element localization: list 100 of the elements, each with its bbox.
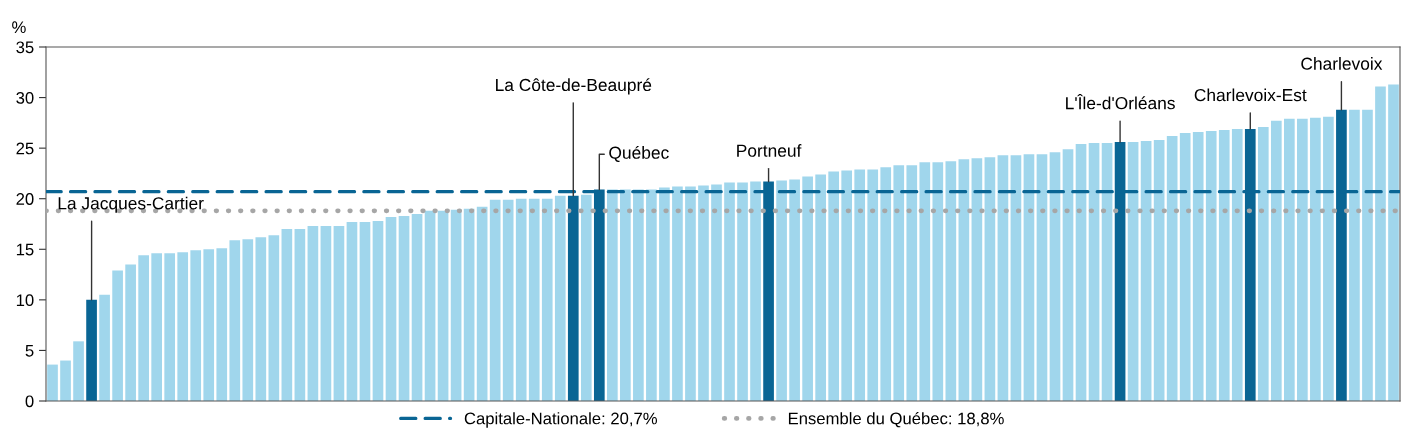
bar: [151, 253, 162, 401]
bar: [919, 162, 931, 401]
bar: [320, 226, 332, 401]
bar: [646, 189, 657, 401]
annotation: La Jacques-Cartier: [58, 196, 204, 213]
bar: [1192, 131, 1204, 401]
bar: [138, 255, 149, 401]
bar: [1153, 140, 1165, 401]
bar: [125, 264, 136, 401]
bar: [1388, 84, 1399, 401]
bar: [1375, 86, 1386, 401]
bar: [424, 210, 436, 401]
bar: [958, 159, 970, 401]
y-tick-label: 20: [16, 193, 34, 205]
y-tick-label: 35: [16, 41, 34, 54]
bar: [385, 216, 397, 401]
bar: [359, 221, 371, 401]
bar: [112, 270, 123, 401]
y-axis-title: %: [12, 21, 26, 34]
bar: [268, 235, 280, 401]
bar: [489, 199, 501, 401]
bar: [828, 171, 839, 401]
bar: [1101, 143, 1113, 401]
bar: [724, 182, 735, 401]
bar: [984, 157, 996, 401]
y-tick-label: 30: [16, 91, 34, 104]
bar: [1310, 117, 1321, 401]
bar: [216, 248, 228, 401]
bar: [1218, 129, 1230, 401]
bar: [541, 198, 553, 401]
bar: [1010, 155, 1022, 401]
bar: [190, 250, 202, 401]
bar: [242, 239, 254, 401]
bar: [880, 167, 892, 401]
bar: [737, 182, 748, 401]
y-tick-label: 15: [16, 243, 34, 256]
bar: [1284, 118, 1295, 401]
bar: [554, 195, 566, 401]
bar: [1231, 128, 1243, 401]
bar: [776, 180, 787, 401]
y-tick-label: 5: [25, 345, 34, 357]
bar: [1036, 154, 1048, 401]
bar: [47, 364, 58, 401]
bar: [1049, 152, 1061, 401]
bar: [255, 237, 267, 401]
bar: [177, 252, 189, 401]
bar: [346, 221, 358, 401]
annotation: Portneuf: [737, 144, 802, 157]
bar: [893, 165, 905, 401]
bar: [294, 229, 306, 401]
bar: [1062, 149, 1074, 401]
bar: [854, 169, 866, 401]
bar: [86, 299, 97, 401]
bar: [1179, 132, 1191, 401]
bar: [867, 169, 879, 401]
bar: [672, 186, 683, 401]
bar: [398, 215, 410, 401]
bar: [685, 186, 696, 401]
bar: [1127, 142, 1139, 401]
bar: [333, 226, 345, 401]
y-tick-label: 10: [16, 294, 34, 307]
bar: [203, 249, 215, 401]
bar: [164, 253, 176, 401]
legend-label: Capitale-Nationale: 20,7%: [464, 412, 657, 428]
annotation: Québec: [609, 145, 669, 162]
bar: [372, 220, 384, 401]
legend-label: Ensemble du Québec: 18,8%: [788, 411, 1004, 428]
bar: [73, 341, 84, 401]
bar: [906, 165, 918, 401]
bar: [698, 185, 709, 401]
bar: [1205, 130, 1217, 401]
bar: [528, 198, 540, 401]
bar: [411, 213, 423, 401]
annotation: La Côte-de-Beaupré: [496, 78, 652, 95]
bar: [802, 176, 813, 401]
bar: [60, 360, 71, 401]
bar: [815, 174, 826, 401]
bar: [971, 158, 983, 401]
bar: [932, 162, 944, 401]
bar: [1362, 109, 1373, 401]
bar: [750, 181, 761, 401]
bar: [1297, 118, 1308, 401]
annotation: Charlevoix: [1301, 57, 1383, 70]
bar: [659, 187, 670, 401]
bar: [307, 226, 319, 401]
bar: [229, 240, 241, 401]
y-tick-label: 0: [25, 395, 34, 408]
bar: [99, 294, 110, 401]
bar: [502, 199, 514, 401]
bar: [515, 198, 527, 401]
bar: [580, 194, 592, 401]
bar: [997, 155, 1009, 401]
bar: [945, 161, 957, 401]
bar: [841, 170, 853, 401]
bar: [450, 209, 462, 401]
bar: [620, 189, 631, 401]
bar: [1257, 126, 1269, 401]
bar: [789, 179, 800, 401]
bar: [463, 208, 475, 401]
bar: [1088, 143, 1100, 401]
